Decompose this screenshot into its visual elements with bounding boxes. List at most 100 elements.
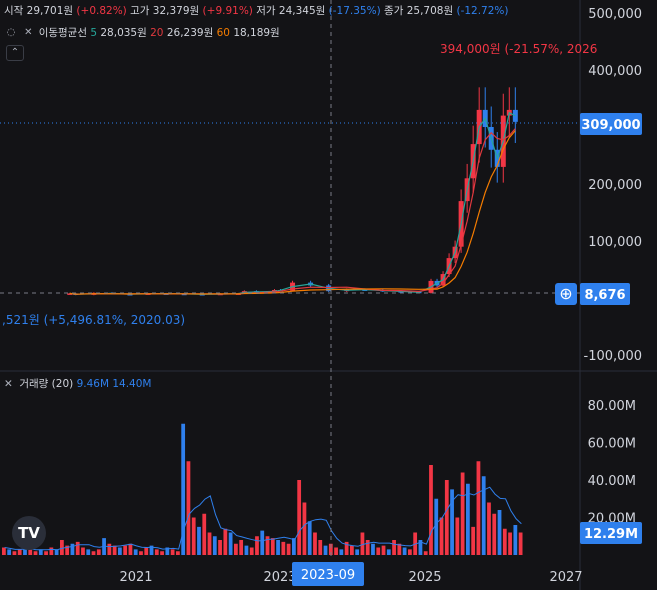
ma5-period: 5 bbox=[90, 27, 98, 39]
volume-tick-label: 40.00M bbox=[588, 474, 636, 489]
volume-bar bbox=[444, 480, 449, 555]
volume-bar bbox=[38, 549, 43, 555]
low-label: 저가 bbox=[256, 5, 276, 17]
close-value: 25,708원 bbox=[406, 5, 454, 17]
close-pct: (-12.72%) bbox=[456, 5, 509, 17]
volume-bar bbox=[65, 545, 70, 555]
volume-bar bbox=[60, 540, 64, 555]
volume-bar bbox=[381, 545, 386, 555]
visibility-icon[interactable]: ◌ bbox=[6, 27, 16, 38]
volume-bar bbox=[12, 551, 17, 555]
volume-bar bbox=[371, 543, 375, 555]
volume-bar bbox=[434, 498, 439, 555]
volume-bar bbox=[239, 540, 244, 555]
volume-bar bbox=[466, 483, 470, 555]
volume-bar bbox=[402, 547, 407, 555]
tradingview-logo[interactable]: TV bbox=[12, 516, 46, 550]
volume-bar bbox=[260, 530, 265, 555]
volume-bar bbox=[202, 513, 207, 555]
high-pct: (+9.91%) bbox=[202, 5, 253, 17]
price-tick-label: 400,000 bbox=[588, 64, 642, 79]
volume-bar bbox=[502, 528, 507, 555]
volume-bar bbox=[365, 540, 370, 555]
volume-bar bbox=[23, 547, 27, 555]
cursor-price-badge bbox=[580, 283, 630, 305]
volume-ma-line bbox=[4, 486, 522, 551]
volume-bars bbox=[2, 423, 523, 555]
volume-bar bbox=[228, 532, 233, 555]
ohlc-legend: 시작 29,701원 (+0.82%) 고가 32,379원 (+9.91%) … bbox=[4, 3, 509, 18]
volume-bar bbox=[286, 543, 291, 555]
volume-bar bbox=[265, 536, 270, 555]
volume-bar bbox=[518, 532, 523, 555]
volume-bar bbox=[75, 541, 80, 555]
volume-bar bbox=[497, 510, 502, 555]
volume-bar bbox=[54, 549, 59, 555]
volume-bar bbox=[255, 536, 259, 555]
close-icon[interactable]: ✕ bbox=[4, 378, 13, 390]
volume-bar bbox=[423, 551, 428, 555]
volume-bar bbox=[307, 521, 312, 555]
axes: 500,000 400,000 200,000 100,000 -100,000 80.0… bbox=[119, 7, 642, 585]
close-icon[interactable]: ✕ bbox=[24, 27, 33, 38]
ma20-value: 26,239원 bbox=[166, 27, 214, 39]
volume-bar bbox=[234, 543, 238, 555]
volume-bar bbox=[455, 517, 460, 555]
plus-icon: ⊕ bbox=[559, 284, 572, 303]
open-label: 시작 bbox=[4, 5, 24, 17]
volume-bar bbox=[28, 549, 33, 555]
volume-bar bbox=[355, 549, 360, 555]
price-tick-label: 100,000 bbox=[588, 235, 642, 250]
plus-button-bg bbox=[555, 283, 577, 305]
volume-bar bbox=[139, 551, 143, 555]
volume-bar bbox=[33, 551, 38, 555]
volume-bar bbox=[44, 551, 48, 555]
volume-bar bbox=[508, 532, 512, 555]
time-tick-label: 2025 bbox=[408, 570, 441, 585]
volume-bar bbox=[392, 540, 396, 555]
volume-bar bbox=[513, 525, 518, 555]
volume-label: 거래량 (20) bbox=[19, 378, 74, 390]
volume-bar bbox=[91, 551, 96, 555]
volume-bar bbox=[439, 517, 444, 555]
ma20-period: 20 bbox=[150, 27, 164, 39]
time-tick-label: 2021 bbox=[119, 570, 152, 585]
last-price-text: 309,000 bbox=[581, 118, 640, 133]
volume-bar bbox=[191, 517, 196, 555]
volume-bar bbox=[7, 549, 12, 555]
cursor-price-text: 8,676 bbox=[584, 288, 625, 303]
crosshair-overlay: 394,000원 (-21.57%, 2026 ,521원 (+5,496.81%… bbox=[0, 0, 642, 586]
volume-bar bbox=[96, 549, 101, 555]
moving-average-lines bbox=[69, 111, 516, 295]
price-tick-label: 500,000 bbox=[588, 7, 642, 22]
volume-bar bbox=[144, 547, 149, 555]
volume-value: 9.46M bbox=[76, 378, 110, 390]
volume-bar bbox=[481, 476, 486, 555]
volume-tick-label: 80.00M bbox=[588, 399, 636, 414]
volume-bar bbox=[112, 545, 117, 555]
ma5-value: 28,035원 bbox=[100, 27, 147, 39]
volume-legend: ✕ 거래량 (20) 9.46M 14.40M bbox=[4, 376, 151, 391]
volume-bar bbox=[165, 547, 170, 555]
ma-label: 이동평균선 bbox=[38, 27, 87, 39]
volume-bar bbox=[197, 526, 201, 555]
volume-bar bbox=[276, 540, 280, 555]
ma60-period: 60 bbox=[216, 27, 230, 39]
volume-bar bbox=[86, 549, 91, 555]
volume-bar bbox=[81, 547, 85, 555]
volume-bar bbox=[128, 543, 133, 555]
low-value: 24,345원 bbox=[278, 5, 326, 17]
collapse-legend-button[interactable]: ⌃ bbox=[6, 45, 24, 61]
volume-bar bbox=[170, 549, 175, 555]
volume-bar bbox=[471, 526, 476, 555]
volume-bar bbox=[460, 472, 465, 555]
volume-bar bbox=[70, 543, 75, 555]
volume-bar bbox=[450, 489, 454, 555]
high-value: 32,379원 bbox=[152, 5, 200, 17]
volume-badge bbox=[580, 522, 642, 544]
volume-bar bbox=[207, 532, 212, 555]
volume-bar bbox=[270, 538, 275, 555]
volume-bar bbox=[418, 540, 423, 555]
last-price-badge bbox=[580, 113, 642, 135]
